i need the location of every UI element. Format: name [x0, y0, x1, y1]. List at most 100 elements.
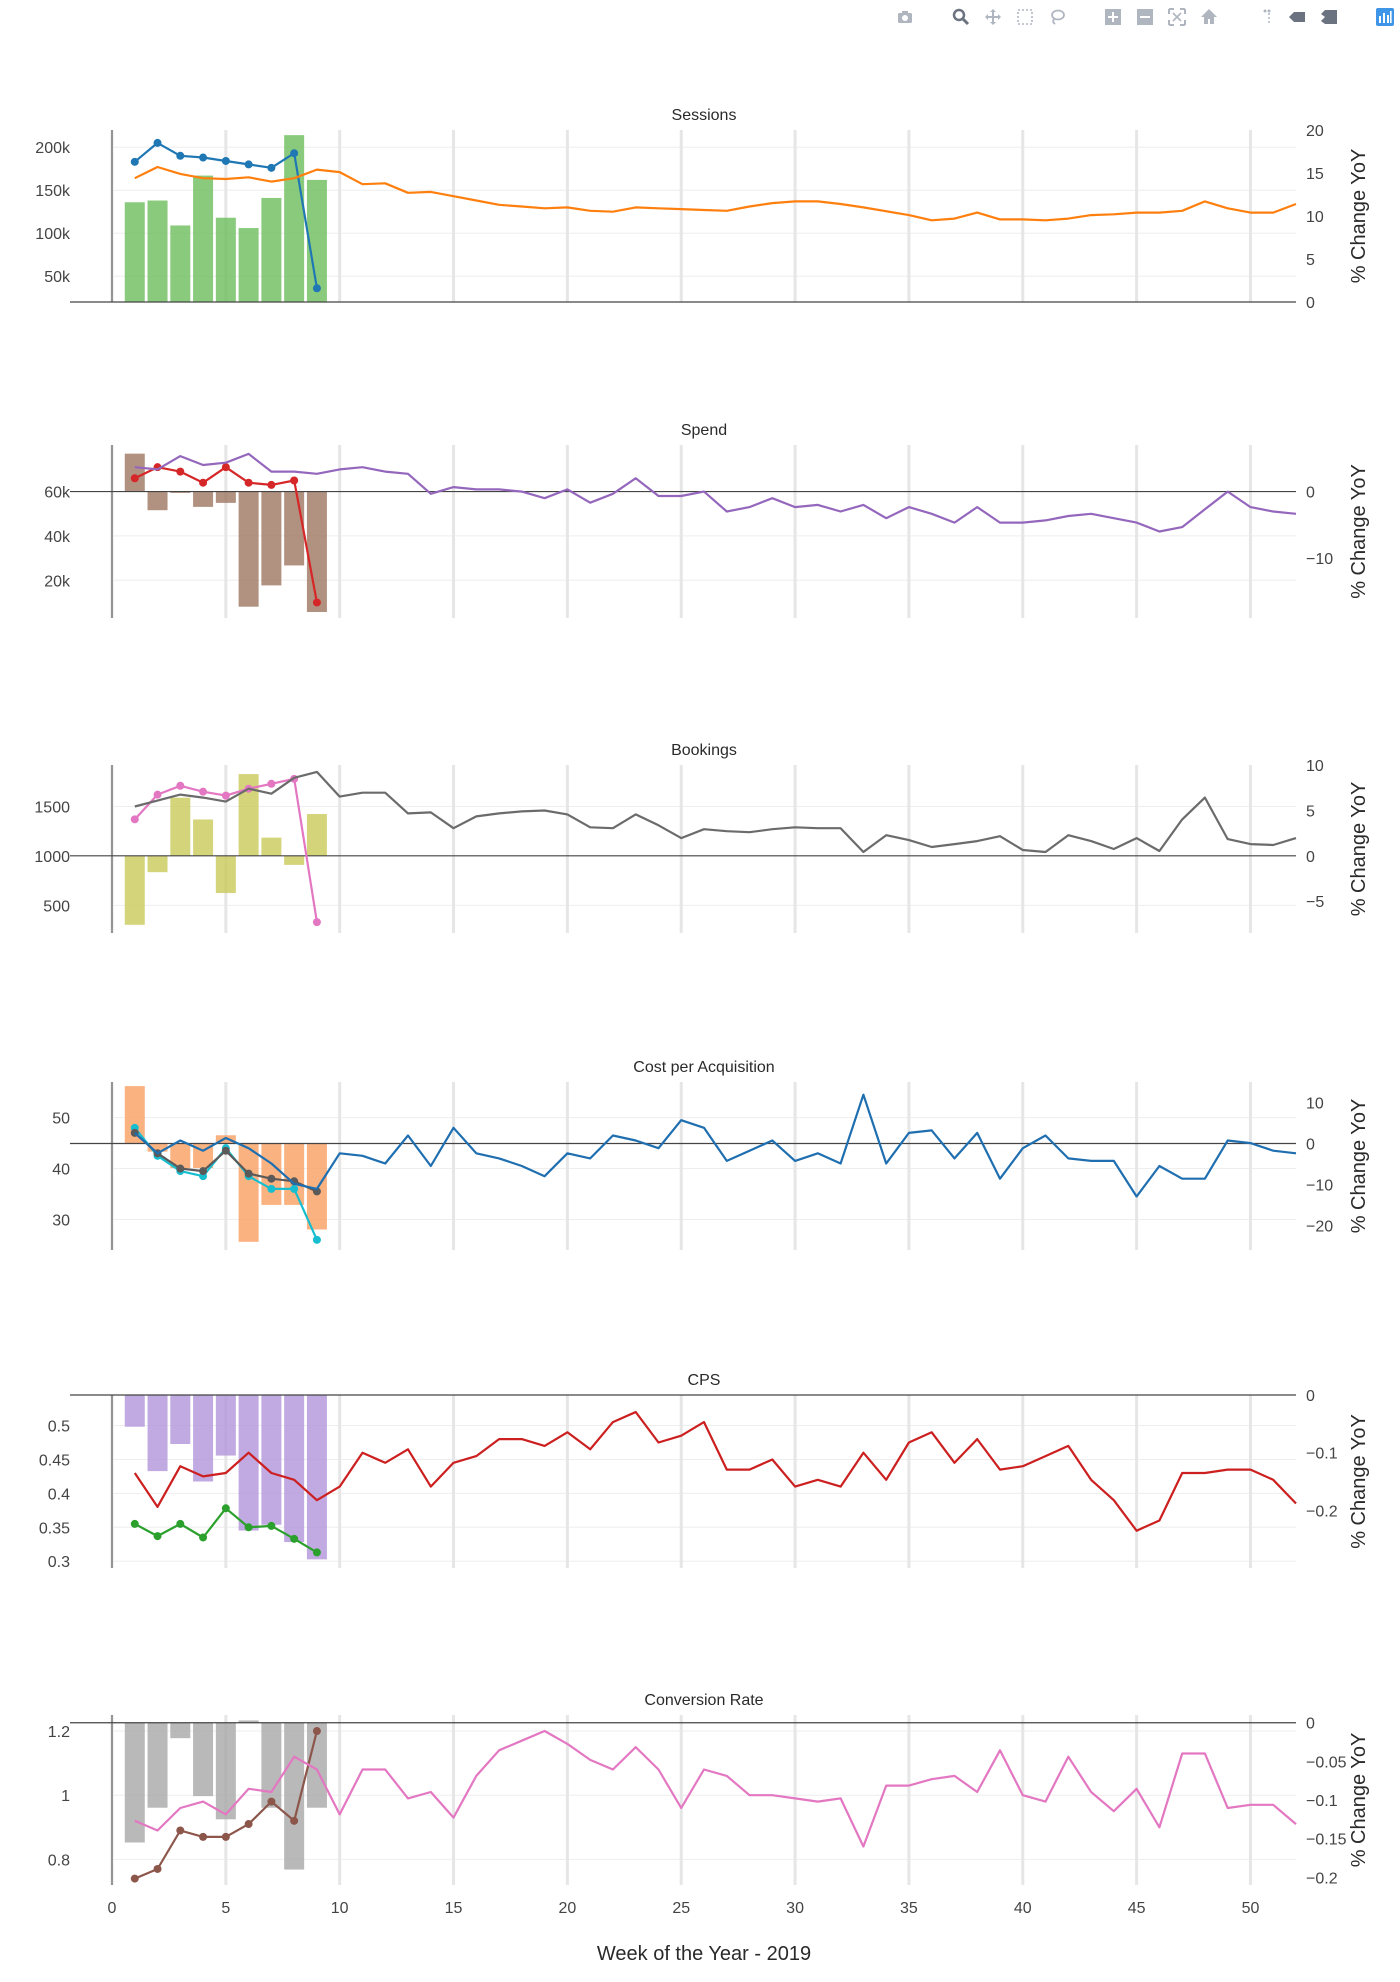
x-tick-label: 40: [1014, 1900, 1032, 1917]
y2-tick-label: −0.2: [1306, 1870, 1338, 1887]
hover-compare-icon[interactable]: [1318, 6, 1340, 28]
subplot-6: Conversion Rate 0.8 1 1.2 −0.2 −0.15 −0.1 −0.05…: [48, 1692, 1370, 1887]
camera-icon[interactable]: [894, 6, 916, 28]
series-point: [176, 1826, 185, 1835]
bar: [306, 179, 327, 302]
x-tick-label: 20: [558, 1900, 576, 1917]
bar: [215, 217, 236, 302]
series-point: [312, 1235, 321, 1244]
pan-icon[interactable]: [982, 6, 1004, 28]
bar: [193, 491, 214, 507]
bar: [170, 1143, 191, 1169]
y-tick-label: 40: [52, 1162, 70, 1179]
subplot-4: Cost per Acquisition 30 40 50 −20 −10 0 10 % Cha…: [52, 1059, 1370, 1250]
series-point: [290, 1534, 299, 1543]
subplot-title: Sessions: [672, 107, 737, 124]
bar: [306, 1395, 327, 1560]
zoom-out-icon[interactable]: [1134, 6, 1156, 28]
bar: [147, 491, 168, 511]
series-point: [199, 1533, 208, 1542]
bar: [147, 1722, 168, 1808]
bar: [215, 1135, 236, 1144]
x-tick-label: 5: [221, 1900, 230, 1917]
y2-axis-title: % Change YoY: [1348, 782, 1370, 917]
reset-axes-icon[interactable]: [1198, 6, 1220, 28]
y2-tick-label: −0.2: [1306, 1503, 1338, 1520]
modebar: [894, 2, 1396, 32]
bar: [170, 491, 191, 493]
y2-tick-label: 0: [1306, 849, 1315, 866]
series-point: [130, 474, 139, 483]
subplot-title: Conversion Rate: [644, 1692, 763, 1709]
bar: [238, 1720, 259, 1723]
series-line-2: [134, 770, 1297, 854]
y-tick-label: 1000: [34, 849, 70, 866]
series-point: [221, 463, 230, 472]
y2-axis-title: % Change YoY: [1348, 464, 1370, 599]
series-point: [176, 467, 185, 476]
y-tick-label: 0.5: [48, 1419, 70, 1436]
bar: [261, 491, 282, 586]
bar: [306, 1143, 327, 1230]
series-point: [176, 1519, 185, 1528]
series-point: [267, 480, 276, 489]
y2-tick-label: 15: [1306, 166, 1324, 183]
bar: [238, 228, 259, 302]
series-point: [244, 1169, 253, 1178]
x-tick-label: 35: [900, 1900, 918, 1917]
x-tick-label: 50: [1242, 1900, 1260, 1917]
y2-tick-label: 0: [1306, 1716, 1315, 1733]
box-select-icon[interactable]: [1014, 6, 1036, 28]
zoom-icon[interactable]: [950, 6, 972, 28]
series-line-2: [134, 165, 1297, 222]
bar: [284, 855, 305, 865]
bar: [124, 202, 145, 302]
subplot-5: CPS 0.3 0.35 0.4 0.45 0.5 −0.2 −0.1 0 % Change Yo…: [39, 1372, 1370, 1571]
x-tick-label: 30: [786, 1900, 804, 1917]
bar: [215, 491, 236, 503]
y-tick-label: 0.8: [48, 1852, 70, 1869]
spike-lines-icon[interactable]: [1254, 6, 1276, 28]
series-point: [312, 1548, 321, 1557]
bar: [284, 1395, 305, 1543]
series-point: [290, 1816, 299, 1825]
lasso-select-icon[interactable]: [1046, 6, 1068, 28]
y-tick-label: 30: [52, 1212, 70, 1229]
y2-tick-label: −0.1: [1306, 1446, 1338, 1463]
plotly-logo-icon[interactable]: [1374, 6, 1396, 28]
y2-tick-label: −10: [1306, 551, 1333, 568]
bar: [170, 225, 191, 302]
y-tick-label: 200k: [35, 140, 71, 157]
bar: [124, 1395, 145, 1427]
x-tick-label: 15: [445, 1900, 463, 1917]
series-point: [153, 1532, 162, 1541]
bar: [147, 1143, 168, 1152]
bar: [170, 1395, 191, 1445]
series-line-3: [134, 1093, 1297, 1198]
x-tick-label: 0: [108, 1900, 117, 1917]
subplot-title: CPS: [688, 1372, 721, 1389]
y2-tick-label: −5: [1306, 894, 1324, 911]
y2-tick-label: 5: [1306, 803, 1315, 820]
series-point: [199, 787, 208, 796]
series-point: [267, 1174, 276, 1183]
y2-tick-label: 10: [1306, 209, 1324, 226]
y2-axis-title: % Change YoY: [1348, 1414, 1370, 1549]
y-tick-label: 100k: [35, 226, 71, 243]
y2-tick-label: −0.15: [1306, 1832, 1347, 1849]
zoom-in-icon[interactable]: [1102, 6, 1124, 28]
series-point: [176, 151, 185, 160]
bar: [284, 135, 305, 302]
series-point: [267, 779, 276, 788]
bar: [238, 491, 259, 607]
series-point: [199, 153, 208, 162]
bar: [147, 1395, 168, 1472]
hover-closest-icon[interactable]: [1286, 6, 1308, 28]
bar: [261, 1722, 282, 1808]
autoscale-icon[interactable]: [1166, 6, 1188, 28]
bar: [306, 1722, 327, 1808]
bar: [215, 855, 236, 894]
bar: [193, 1395, 214, 1482]
series-point: [130, 157, 139, 166]
